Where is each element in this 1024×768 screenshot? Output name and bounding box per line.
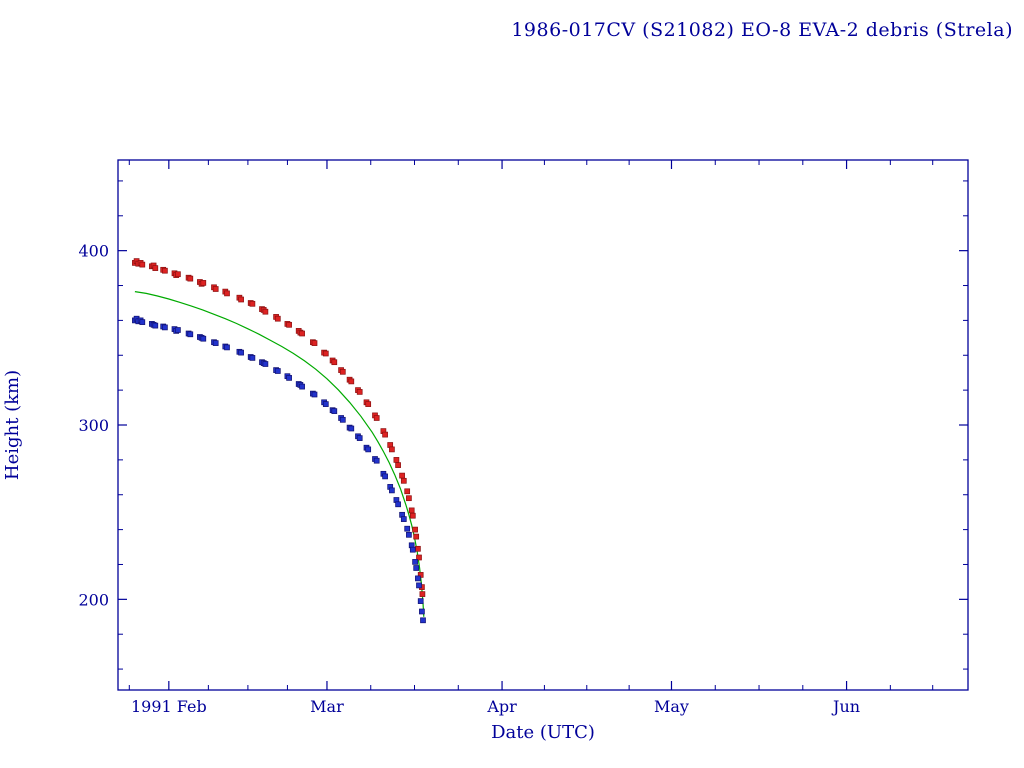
apogee-height-point bbox=[389, 446, 395, 453]
y-tick-label: 300 bbox=[78, 416, 109, 435]
y-axis-ticks: 200 300 400 bbox=[78, 180, 968, 670]
apogee-height-point bbox=[413, 533, 420, 540]
y-tick-label: 400 bbox=[78, 242, 109, 261]
apogee-height-point bbox=[412, 526, 418, 533]
apogee-height-point bbox=[400, 477, 407, 484]
perigee-height-point bbox=[417, 598, 424, 604]
perigee-height-point bbox=[420, 617, 426, 624]
perigee-height-point bbox=[286, 375, 292, 381]
perigee-height-point bbox=[175, 327, 181, 333]
apogee-height-point bbox=[200, 280, 207, 286]
perigee-height-point bbox=[249, 355, 256, 361]
apogee-height-point bbox=[373, 415, 380, 421]
apogee-height-point bbox=[175, 271, 181, 278]
x-tick-label: Apr bbox=[486, 697, 517, 716]
apogee-height-point bbox=[187, 275, 194, 282]
apogee-height-point bbox=[152, 265, 159, 271]
apogee-height-point bbox=[393, 457, 400, 463]
perigee-height-point bbox=[356, 435, 363, 441]
perigee-height-point bbox=[311, 391, 318, 398]
apogee-height-point bbox=[212, 286, 219, 292]
perigee-height-point bbox=[404, 525, 411, 532]
apogee-height-point bbox=[339, 368, 346, 375]
apogee-height-point bbox=[408, 507, 415, 514]
apogee-height-point bbox=[399, 472, 405, 479]
perigee-height-point bbox=[382, 473, 388, 480]
perigee-height-point bbox=[416, 582, 422, 589]
apogee-height-point bbox=[274, 315, 281, 322]
perigee-height-point bbox=[406, 531, 412, 538]
apogee-height-point bbox=[395, 462, 401, 468]
perigee-height-point bbox=[419, 608, 425, 615]
perigee-height-point bbox=[262, 361, 269, 367]
plot-frame bbox=[117, 159, 969, 691]
perigee-height-point bbox=[348, 425, 355, 432]
x-tick-label: Jun bbox=[831, 697, 860, 716]
perigee-height-point bbox=[412, 559, 418, 565]
chart-title: 1986-017CV (S21082) EO-8 EVA-2 debris (S… bbox=[511, 19, 1013, 41]
perigee-height-point bbox=[389, 487, 395, 494]
perigee-height-point bbox=[200, 335, 207, 342]
perigee-height-point bbox=[415, 575, 421, 582]
apogee-height-point bbox=[406, 495, 412, 502]
perigee-height-point bbox=[400, 516, 407, 522]
apogee-height-point bbox=[348, 378, 355, 385]
perigee-height-point bbox=[322, 401, 329, 407]
apogee-height-point bbox=[409, 512, 416, 519]
apogee-height-point bbox=[162, 267, 168, 274]
apogee-height-point bbox=[249, 300, 256, 307]
apogee-height-point bbox=[299, 330, 305, 337]
mean-height-curve bbox=[134, 291, 425, 617]
perigee-height-point bbox=[365, 446, 372, 453]
apogee-height-point bbox=[311, 340, 318, 346]
perigee-height-point bbox=[187, 331, 194, 338]
apogee-height-point bbox=[224, 290, 230, 297]
apogee-height-point bbox=[286, 321, 292, 328]
y-axis-label: Height (km) bbox=[2, 370, 23, 480]
apogee-height-point bbox=[262, 308, 269, 315]
perigee-height-point bbox=[274, 368, 281, 374]
x-tick-label: Mar bbox=[310, 697, 344, 716]
apogee-height-point bbox=[331, 359, 338, 366]
perigee-height-series bbox=[132, 315, 426, 624]
apogee-height-point bbox=[415, 545, 421, 552]
perigee-height-point bbox=[224, 344, 230, 351]
apogee-height-point bbox=[419, 591, 426, 597]
perigee-height-point bbox=[212, 340, 219, 346]
perigee-height-point bbox=[413, 565, 420, 571]
perigee-height-point bbox=[152, 322, 159, 329]
apogee-height-series bbox=[132, 258, 426, 597]
apogee-height-point bbox=[356, 389, 363, 395]
perigee-height-point bbox=[373, 457, 380, 464]
apogee-height-point bbox=[382, 431, 388, 438]
perigee-height-point bbox=[339, 416, 346, 423]
apogee-height-point bbox=[238, 296, 244, 303]
perigee-height-point bbox=[162, 324, 168, 331]
perigee-height-point bbox=[409, 546, 416, 553]
perigee-height-point bbox=[395, 501, 401, 508]
perigee-height-point bbox=[299, 383, 305, 390]
perigee-height-point bbox=[139, 319, 146, 325]
x-tick-label: May bbox=[654, 697, 689, 716]
x-axis-label: Date (UTC) bbox=[491, 722, 595, 743]
perigee-height-point bbox=[331, 408, 338, 414]
apogee-height-point bbox=[322, 350, 329, 357]
apogee-height-point bbox=[139, 261, 146, 268]
x-axis-ticks: 1991 Feb Mar Apr May Jun bbox=[128, 160, 934, 716]
apogee-height-point bbox=[416, 554, 422, 561]
y-tick-label: 200 bbox=[78, 590, 109, 609]
perigee-height-point bbox=[238, 349, 244, 356]
mean-height-series bbox=[134, 291, 425, 617]
apogee-height-point bbox=[404, 488, 411, 495]
apogee-height-point bbox=[365, 401, 372, 407]
x-tick-label: 1991 Feb bbox=[131, 697, 207, 716]
